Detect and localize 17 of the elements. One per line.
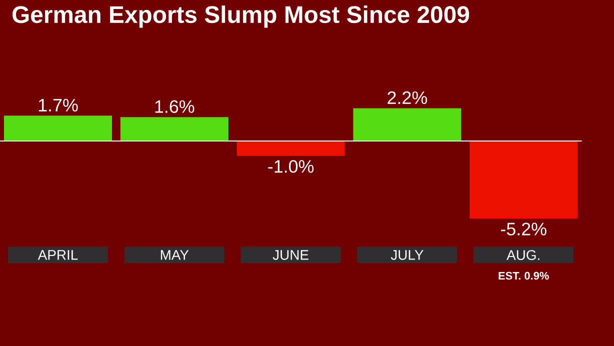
data-label: 1.7% [38, 98, 78, 112]
x-tick-label: JUNE [272, 250, 308, 260]
x-tick-label: JULY [390, 250, 424, 260]
x-tick-label: MAY [160, 250, 189, 260]
data-label: -1.0% [268, 160, 314, 173]
bar [353, 108, 462, 141]
x-tick-label: AUG. [506, 250, 540, 260]
bar [120, 117, 228, 141]
x-tick-label: APRIL [38, 250, 78, 260]
text: EST. 0.9% [498, 272, 549, 280]
bar [470, 140, 578, 218]
data-label: 1.6% [155, 100, 194, 113]
bar [236, 140, 345, 156]
data-label: -5.2% [500, 222, 546, 236]
chart-title: German Exports Slump Most Since 2009 [12, 6, 470, 28]
bar [4, 116, 112, 141]
data-label: 2.2% [388, 91, 428, 104]
